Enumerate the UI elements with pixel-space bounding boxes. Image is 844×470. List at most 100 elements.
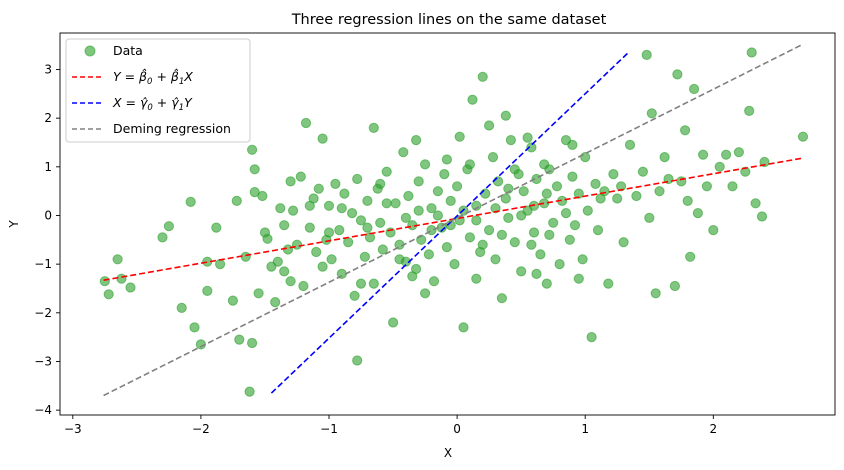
data-point: [567, 171, 578, 182]
data-point: [279, 266, 290, 277]
legend-deming-label: Deming regression: [113, 121, 231, 136]
data-point: [394, 254, 405, 265]
legend-data-label: Data: [113, 43, 143, 58]
data-point: [756, 211, 768, 222]
data-point: [721, 149, 732, 160]
x-axis-ticks: −3 −2 −1 0 1 2: [64, 415, 717, 436]
data-point: [701, 181, 713, 192]
data-point: [279, 220, 290, 231]
data-point: [411, 135, 422, 146]
data-point: [326, 254, 337, 265]
data-point: [163, 221, 174, 232]
data-point: [262, 233, 273, 244]
data-point: [603, 278, 614, 289]
data-point: [516, 266, 527, 277]
data-point: [554, 259, 565, 270]
data-point: [541, 278, 552, 289]
data-point: [247, 337, 258, 349]
data-point: [682, 195, 693, 206]
data-point: [685, 251, 696, 262]
y-tick-label: −2: [34, 306, 52, 320]
data-point: [426, 203, 437, 214]
data-point: [362, 195, 373, 206]
data-point: [390, 198, 401, 209]
data-point: [480, 188, 491, 199]
data-point: [464, 159, 475, 170]
data-point: [247, 144, 258, 155]
x-tick-label: 1: [581, 422, 589, 436]
y-axis-ticks: −4 −3 −2 −1 0 1 2 3: [34, 62, 60, 417]
data-point: [624, 139, 636, 150]
y-tick-label: 3: [44, 62, 52, 76]
data-point: [189, 322, 200, 333]
data-point: [352, 173, 363, 185]
data-point: [352, 355, 363, 366]
regression-lines: [103, 43, 804, 397]
data-point: [477, 239, 488, 250]
y-tick-label: −4: [34, 403, 52, 417]
data-point: [368, 122, 379, 134]
data-point: [608, 169, 619, 180]
data-point: [526, 239, 537, 250]
data-point: [400, 212, 411, 223]
data-point: [467, 94, 478, 105]
data-point: [516, 210, 527, 221]
data-point: [539, 159, 550, 170]
data-point: [423, 249, 434, 260]
data-point: [413, 205, 424, 216]
data-point: [240, 251, 251, 262]
ols-x-on-y-line: [270, 52, 629, 394]
data-point: [595, 193, 606, 204]
data-point: [403, 190, 414, 202]
data-point: [644, 212, 655, 223]
data-point: [509, 164, 520, 175]
data-point: [185, 196, 196, 207]
data-point: [413, 176, 424, 187]
data-point: [355, 278, 367, 289]
data-point: [797, 131, 809, 142]
data-point: [500, 110, 511, 121]
data-point: [535, 249, 546, 260]
data-point: [471, 200, 482, 211]
data-point: [493, 176, 504, 187]
data-point: [323, 200, 335, 211]
data-point: [441, 154, 452, 165]
data-point: [285, 276, 296, 287]
data-point: [202, 285, 213, 296]
data-point: [659, 152, 670, 163]
data-point: [368, 278, 379, 289]
data-point: [477, 71, 488, 82]
data-point: [637, 166, 649, 177]
data-point: [275, 203, 286, 214]
data-point: [708, 225, 719, 236]
data-point: [317, 133, 328, 144]
data-point: [641, 49, 652, 61]
data-point: [112, 254, 123, 265]
data-point: [355, 215, 367, 226]
data-point: [503, 212, 514, 223]
y-axis-label: Y: [7, 220, 21, 229]
data-point: [531, 268, 542, 279]
data-point: [176, 302, 187, 313]
chart-title: Three regression lines on the same datas…: [291, 12, 607, 28]
data-point: [698, 149, 709, 160]
data-point: [548, 217, 559, 228]
x-tick-label: −2: [192, 422, 210, 436]
data-point: [500, 193, 511, 204]
x-tick-label: 0: [453, 422, 461, 436]
data-point: [288, 205, 299, 216]
data-point: [573, 273, 584, 284]
data-point: [231, 195, 242, 206]
data-point: [564, 234, 575, 245]
data-point: [750, 198, 761, 209]
data-point: [452, 181, 463, 192]
data-point: [375, 217, 386, 228]
data-point: [116, 273, 127, 284]
data-point: [343, 237, 354, 248]
data-point: [420, 159, 431, 170]
data-point: [257, 190, 268, 202]
data-point: [381, 198, 392, 209]
data-point: [330, 178, 341, 189]
data-point: [680, 125, 691, 136]
